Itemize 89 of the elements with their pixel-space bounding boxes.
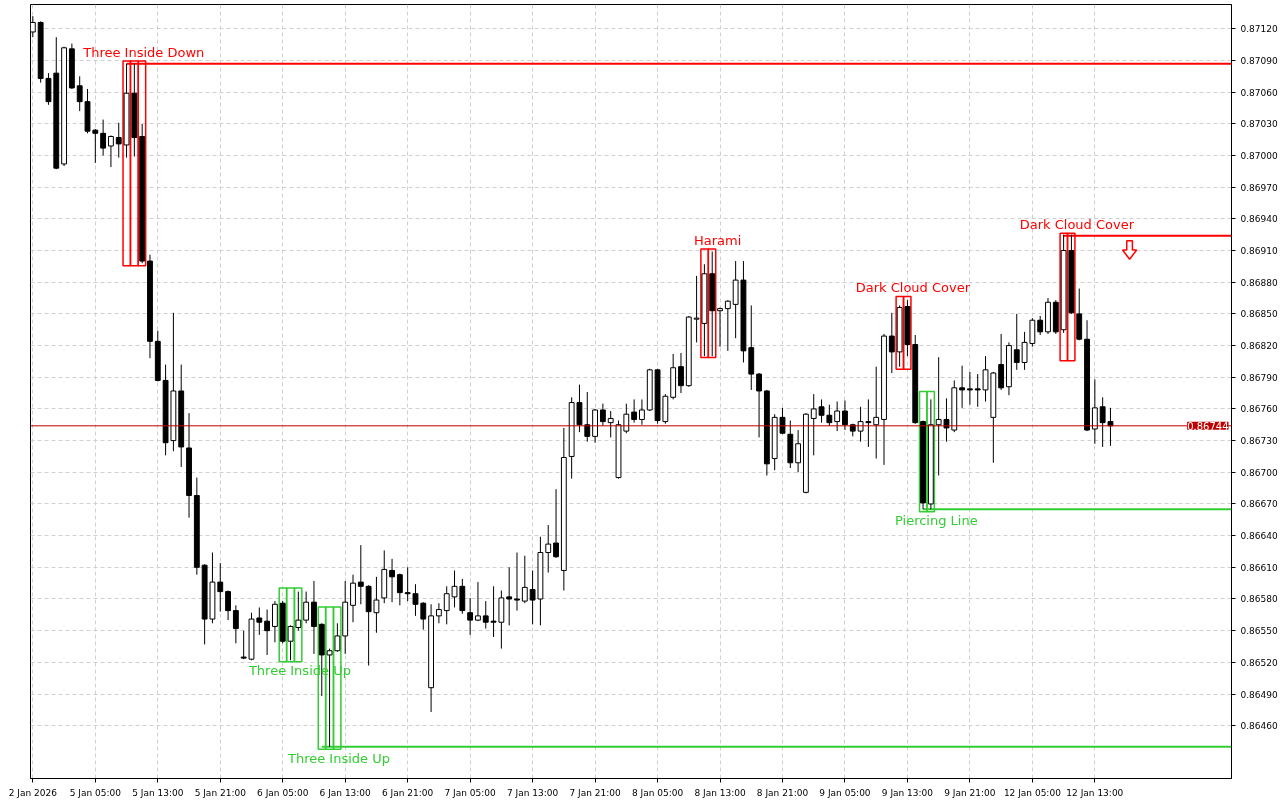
y-tick-label: 0.87000 xyxy=(1240,151,1278,161)
x-tick-label: 6 Jan 21:00 xyxy=(382,787,434,798)
candlestick xyxy=(553,488,559,559)
y-tick-label: 0.86880 xyxy=(1240,277,1278,288)
y-tick-label: 0.86820 xyxy=(1240,341,1278,352)
y-tick-label: 0.86460 xyxy=(1240,721,1278,732)
candlestick xyxy=(599,403,606,427)
candlestick xyxy=(389,558,395,603)
annotation: Dark Cloud Cover xyxy=(1019,216,1135,232)
x-tick-label: 6 Jan 05:00 xyxy=(257,787,309,798)
x-tick-label: 2 Jan 2026 xyxy=(8,787,58,798)
y-tick-label: 0.87090 xyxy=(1240,55,1278,66)
y-tick-label: 0.86760 xyxy=(1240,404,1278,415)
y-tick-label: 0.86580 xyxy=(1240,594,1278,605)
candlestick xyxy=(225,590,231,621)
candlestick xyxy=(357,544,364,605)
x-tick-label: 9 Jan 05:00 xyxy=(819,787,871,798)
y-tick-label: 0.87060 xyxy=(1240,87,1278,98)
annotation: Piercing Line xyxy=(894,513,978,529)
candlestick xyxy=(888,312,895,374)
y-tick-label: 0.86730 xyxy=(1240,436,1278,447)
candlestick xyxy=(998,333,1005,391)
y-tick-label: 0.86670 xyxy=(1240,499,1278,510)
candlestick xyxy=(873,366,880,460)
candlestick xyxy=(100,119,107,156)
y-tick-label: 0.86790 xyxy=(1240,372,1278,383)
annotation: Three Inside Up xyxy=(286,750,390,766)
annotation: Three Inside Down xyxy=(82,44,205,60)
x-tick-label: 9 Jan 13:00 xyxy=(881,787,934,798)
x-tick-label: 5 Jan 13:00 xyxy=(132,787,184,798)
candlestick xyxy=(350,574,356,623)
candlestick xyxy=(521,555,528,604)
annotation: Dark Cloud Cover xyxy=(855,280,971,296)
candlestick xyxy=(108,134,114,168)
candlestick xyxy=(545,524,552,574)
candlestick xyxy=(678,352,684,394)
x-tick-label: 7 Jan 13:00 xyxy=(506,787,559,798)
ref-line-label: 0.86744 xyxy=(1187,420,1229,432)
x-tick-label: 7 Jan 05:00 xyxy=(444,787,497,798)
y-tick-label: 0.86640 xyxy=(1240,531,1278,542)
candlestick xyxy=(1037,315,1044,336)
x-tick-label: 5 Jan 21:00 xyxy=(194,787,247,798)
x-tick-label: 8 Jan 21:00 xyxy=(756,787,809,798)
candlestick xyxy=(396,573,403,606)
y-tick-label: 0.86610 xyxy=(1240,562,1278,573)
x-tick-label: 6 Jan 13:00 xyxy=(319,787,372,798)
x-tick-label: 9 Jan 21:00 xyxy=(944,787,996,798)
candlestick xyxy=(607,410,614,438)
candlestick xyxy=(959,365,966,409)
x-tick-label: 8 Jan 13:00 xyxy=(694,787,746,798)
y-tick-label: 0.86550 xyxy=(1240,626,1278,637)
candlestick xyxy=(639,398,645,426)
y-tick-label: 0.86520 xyxy=(1240,657,1278,668)
y-tick-label: 0.86490 xyxy=(1240,689,1278,700)
y-tick-label: 0.87120 xyxy=(1240,24,1278,35)
x-tick-label: 5 Jan 05:00 xyxy=(69,787,122,798)
candlestick xyxy=(303,591,310,624)
candlestick xyxy=(506,566,513,626)
candlestick xyxy=(795,429,802,473)
candlestick xyxy=(834,401,841,432)
y-tick-label: 0.86970 xyxy=(1240,182,1278,193)
x-tick-label: 7 Jan 21:00 xyxy=(569,787,621,798)
y-tick-label: 0.86940 xyxy=(1240,214,1278,225)
y-tick-label: 0.86700 xyxy=(1240,467,1278,478)
candlestick xyxy=(435,602,442,624)
x-tick-label: 8 Jan 05:00 xyxy=(631,787,684,798)
candlestick xyxy=(404,566,411,602)
candlestick xyxy=(842,399,848,431)
candlestick xyxy=(631,398,638,424)
candlestick xyxy=(232,604,239,644)
annotation: Harami xyxy=(694,232,742,248)
candlestick xyxy=(717,307,723,348)
candlestick xyxy=(264,609,271,656)
candlestick xyxy=(724,299,731,352)
x-tick-label: 12 Jan 05:00 xyxy=(1003,787,1062,798)
x-tick-label: 12 Jan 13:00 xyxy=(1066,787,1124,798)
candlestick xyxy=(475,581,481,622)
candlestick xyxy=(467,597,474,636)
candlestick xyxy=(76,75,83,112)
candlestick xyxy=(756,372,762,438)
candlestick xyxy=(514,552,520,612)
y-tick-label: 0.87030 xyxy=(1240,119,1278,130)
candlestick xyxy=(1091,378,1098,445)
candlestick xyxy=(826,404,833,427)
y-tick-label: 0.86850 xyxy=(1240,309,1278,320)
y-tick-label: 0.86910 xyxy=(1240,246,1278,257)
candlestick xyxy=(966,371,973,406)
candlestick xyxy=(272,600,278,643)
candlestick xyxy=(334,622,341,653)
